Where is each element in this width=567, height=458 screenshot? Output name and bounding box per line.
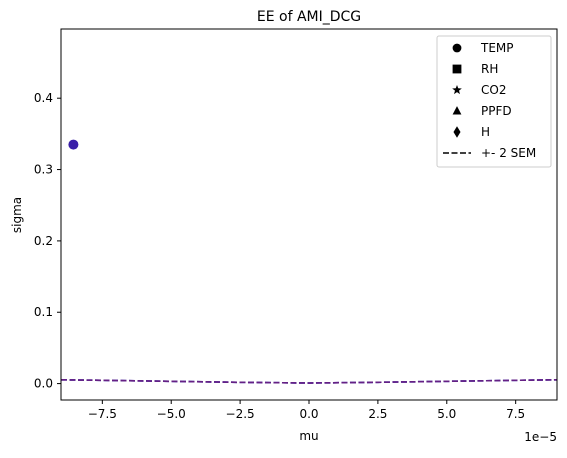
legend-label-1: RH — [481, 62, 498, 76]
x-tick-label-4: 2.5 — [368, 407, 387, 421]
y-tick-label-0: 0.0 — [34, 377, 53, 391]
chart-title: EE of AMI_DCG — [257, 9, 361, 25]
x-tick-label-1: −5.0 — [157, 407, 186, 421]
legend-label-3: PPFD — [481, 104, 512, 118]
plot-area — [61, 139, 557, 384]
legend-label-4: H — [481, 125, 490, 139]
x-axis-label: mu — [299, 429, 318, 443]
x-tick-label-6: 7.5 — [506, 407, 525, 421]
legend-circle-marker — [452, 43, 462, 53]
sem-line-2 — [61, 379, 557, 384]
y-tick-label-4: 0.4 — [34, 91, 53, 105]
legend-label-2: CO2 — [481, 83, 506, 97]
x-axis-offset-label: 1e−5 — [524, 430, 557, 444]
y-tick-label-1: 0.1 — [34, 305, 53, 319]
legend-diamond-marker — [453, 126, 461, 138]
axis-ticks: −7.5 −5.0 −2.5 0.0 2.5 5.0 7.5 0.0 0.1 0.2 0.3 0.4 — [34, 91, 525, 421]
legend-square-marker — [452, 64, 462, 74]
axes-frame — [60, 28, 558, 401]
legend: TEMP RH CO2 PPFD H +- 2 SEM — [436, 35, 552, 168]
data-point-0 — [68, 139, 79, 150]
x-tick-label-0: −7.5 — [88, 407, 117, 421]
legend-frame — [436, 35, 552, 168]
x-tick-label-3: 0.0 — [299, 407, 318, 421]
y-tick-label-2: 0.2 — [34, 234, 53, 248]
legend-label-0: TEMP — [480, 41, 514, 55]
y-axis-label: sigma — [10, 197, 24, 233]
legend-star-marker — [452, 84, 462, 95]
x-tick-label-5: 5.0 — [437, 407, 456, 421]
legend-label-5: +- 2 SEM — [481, 146, 536, 160]
y-tick-label-3: 0.3 — [34, 163, 53, 177]
legend-triangle-marker — [452, 106, 462, 115]
x-tick-label-2: −2.5 — [226, 407, 255, 421]
